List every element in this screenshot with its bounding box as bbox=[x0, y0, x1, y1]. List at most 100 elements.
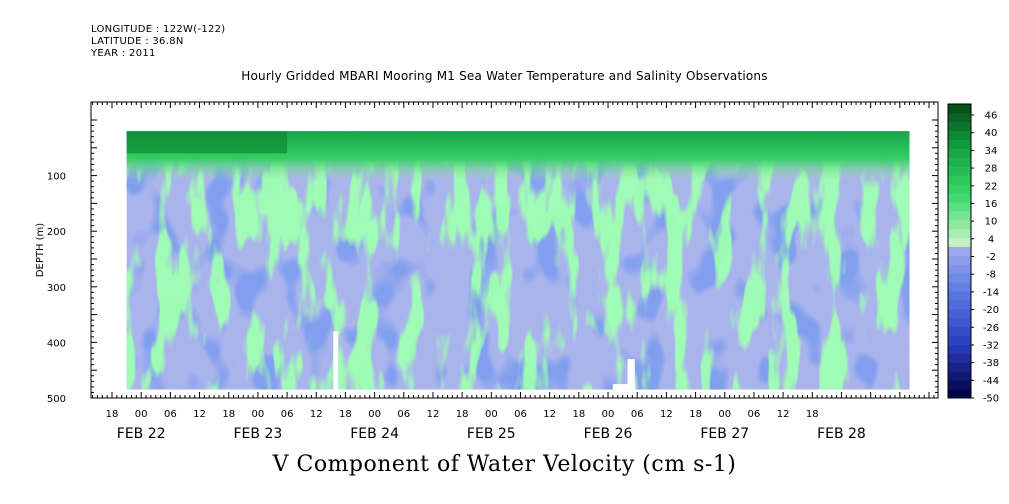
year-label: YEAR : 2011 bbox=[91, 48, 156, 59]
chart-subtitle: Hourly Gridded MBARI Mooring M1 Sea Wate… bbox=[241, 69, 768, 83]
y-axis-label: DEPTH (m) bbox=[35, 223, 46, 277]
colorbar-swatch bbox=[948, 335, 971, 345]
colorbar-swatch bbox=[948, 112, 971, 123]
x-tick-label: 06 bbox=[281, 409, 294, 420]
colorbar-swatch bbox=[948, 273, 971, 283]
colorbar-label: -20 bbox=[983, 305, 999, 316]
axes: 18 00 06 12 18 00 06 12 18 00 06 12 18 00 06 12 18 00 06 12… bbox=[35, 101, 939, 442]
colorbar-label: 46 bbox=[985, 111, 998, 122]
colorbar-swatch bbox=[948, 308, 971, 319]
colorbar-swatch bbox=[948, 139, 971, 149]
x-tick-label: 00 bbox=[135, 409, 148, 420]
colorbar: 46 40 34 28 22 16 10 4 -2 -8 -14 -20 -26 -32 -38 -44 -50 bbox=[947, 103, 999, 405]
x-tick-label: 06 bbox=[164, 409, 177, 420]
latitude-label: LATITUDE : 36.8N bbox=[91, 36, 184, 47]
colorbar-swatch bbox=[948, 282, 971, 292]
x-tick-label: 18 bbox=[456, 409, 469, 420]
x-tick-label: 06 bbox=[748, 409, 761, 420]
y-tick-label: 100 bbox=[47, 172, 66, 183]
colorbar-swatch bbox=[948, 264, 971, 274]
colorbar-swatch bbox=[948, 371, 971, 381]
x-tick-label: 00 bbox=[252, 409, 265, 420]
plot-frame bbox=[90, 101, 939, 399]
x-tick-label: 18 bbox=[106, 409, 119, 420]
colorbar-swatch bbox=[948, 202, 971, 212]
x-date-label: FEB 27 bbox=[700, 426, 749, 442]
colorbar-swatch bbox=[948, 353, 971, 363]
colorbar-label: -2 bbox=[986, 252, 996, 263]
y-tick-label: 200 bbox=[47, 227, 66, 238]
colorbar-label: -14 bbox=[983, 287, 999, 298]
x-date-label: FEB 22 bbox=[117, 426, 166, 442]
colorbar-label: -38 bbox=[983, 358, 999, 369]
colorbar-swatch bbox=[948, 157, 971, 167]
x-tick-label: 00 bbox=[485, 409, 498, 420]
colorbar-frame bbox=[947, 103, 972, 399]
colorbar-swatch bbox=[948, 193, 971, 203]
colorbar-swatch bbox=[948, 300, 971, 310]
colorbar-label: 4 bbox=[988, 234, 994, 245]
colorbar-swatch bbox=[948, 104, 971, 114]
colorbar-swatch bbox=[948, 184, 971, 194]
x-date-label: FEB 25 bbox=[467, 426, 516, 442]
colorbar-swatch bbox=[948, 380, 971, 390]
x-tick-label: 12 bbox=[660, 409, 673, 420]
x-tick-label: 12 bbox=[777, 409, 790, 420]
x-tick-label: 18 bbox=[339, 409, 352, 420]
x-date-label: FEB 26 bbox=[584, 426, 633, 442]
colorbar-label: -50 bbox=[983, 394, 999, 405]
x-tick-label: 18 bbox=[806, 409, 819, 420]
data-gap-2 bbox=[627, 359, 635, 390]
colorbar-label: 34 bbox=[985, 146, 998, 157]
x-date-label: FEB 28 bbox=[817, 426, 866, 442]
colorbar-swatch bbox=[948, 389, 971, 399]
colorbar-label: -26 bbox=[983, 323, 999, 334]
x-date-label: FEB 24 bbox=[350, 426, 399, 442]
colorbar-label: 22 bbox=[985, 181, 998, 192]
colorbar-swatch bbox=[948, 121, 971, 132]
colorbar-swatch bbox=[948, 326, 971, 337]
colorbar-swatch bbox=[948, 175, 971, 185]
colorbar-label: 28 bbox=[985, 164, 998, 175]
colorbar-swatch bbox=[948, 317, 971, 328]
heatmap-cells bbox=[126, 131, 910, 390]
colorbar-swatch bbox=[948, 166, 971, 176]
colorbar-swatch bbox=[948, 130, 971, 141]
colorbar-swatch bbox=[948, 210, 971, 221]
colorbar-swatch bbox=[948, 255, 971, 265]
x-tick-label: 12 bbox=[543, 409, 556, 420]
y-tick-label: 500 bbox=[47, 394, 66, 405]
colorbar-swatch bbox=[948, 362, 971, 372]
data-gap-1 bbox=[612, 384, 628, 390]
x-tick-label: 00 bbox=[602, 409, 615, 420]
colorbar-label: 10 bbox=[985, 217, 998, 228]
x-tick-label: 12 bbox=[193, 409, 206, 420]
x-tick-label: 12 bbox=[427, 409, 440, 420]
x-tick-label: 06 bbox=[514, 409, 527, 420]
x-tick-label: 18 bbox=[689, 409, 702, 420]
x-date-label: FEB 23 bbox=[234, 426, 283, 442]
y-tick-label: 300 bbox=[47, 283, 66, 294]
colorbar-swatch bbox=[948, 237, 971, 247]
heatmap-surface-core bbox=[126, 131, 288, 154]
colorbar-swatch bbox=[948, 148, 971, 158]
data-gap-0 bbox=[333, 331, 339, 390]
x-tick-label: 06 bbox=[397, 409, 410, 420]
colorbar-label: 40 bbox=[985, 128, 998, 139]
colorbar-label: -32 bbox=[983, 340, 999, 351]
colorbar-swatch bbox=[948, 246, 971, 256]
heatmap-field bbox=[126, 131, 910, 390]
longitude-label: LONGITUDE : 122W(-122) bbox=[91, 24, 226, 35]
x-tick-label: 18 bbox=[572, 409, 585, 420]
colorbar-label: 16 bbox=[985, 199, 998, 210]
colorbar-swatch bbox=[948, 344, 971, 354]
x-tick-label: 06 bbox=[631, 409, 644, 420]
x-tick-label: 18 bbox=[222, 409, 235, 420]
colorbar-swatch bbox=[948, 228, 971, 239]
x-tick-label: 12 bbox=[310, 409, 323, 420]
x-tick-label: 00 bbox=[718, 409, 731, 420]
y-tick-label: 400 bbox=[47, 338, 66, 349]
colorbar-label: -44 bbox=[983, 376, 999, 387]
colorbar-swatch bbox=[948, 219, 971, 230]
